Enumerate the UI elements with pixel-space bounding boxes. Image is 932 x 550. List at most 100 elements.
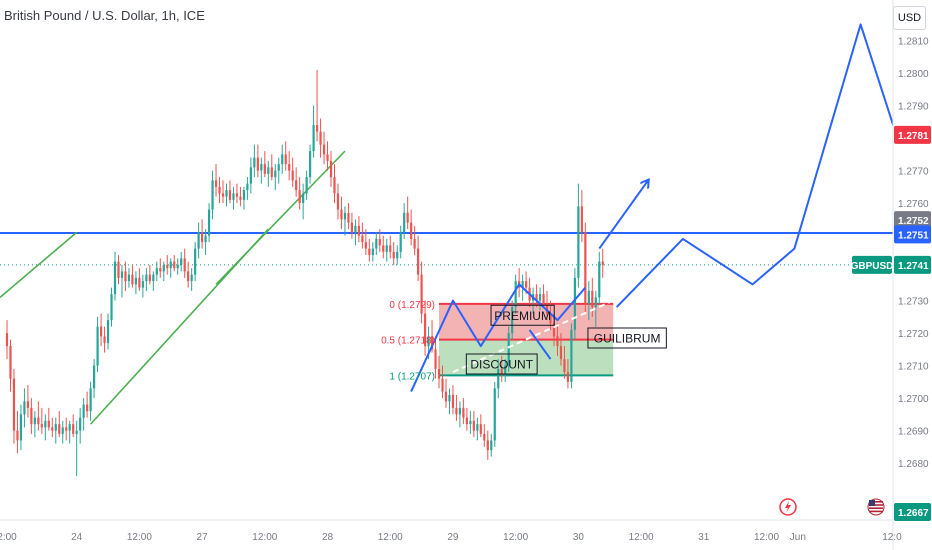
us-flag-canton (869, 500, 875, 506)
fib-label: 0.5 (1.2718) (381, 336, 435, 347)
candle-body (214, 180, 218, 187)
candle-body (72, 424, 75, 434)
candle-body (291, 170, 294, 181)
annotation-premium: PREMIUM (494, 309, 551, 323)
candle-body (382, 245, 385, 252)
candle-body (591, 290, 594, 308)
y-tick-label: 1.2800 (898, 69, 929, 80)
candle-body (113, 261, 117, 295)
candle-body (594, 297, 597, 308)
candle-body (399, 232, 402, 252)
y-tick-label: 1.2770 (898, 167, 929, 178)
candle-body (354, 225, 357, 233)
candle-body (12, 378, 16, 431)
symbol-tag: GBPUSD (851, 261, 894, 272)
candle-body (476, 424, 479, 431)
candle-body (159, 268, 162, 272)
candle-body (573, 277, 576, 330)
candle-body (106, 320, 110, 343)
candle-body (207, 209, 211, 236)
candle-body (30, 407, 33, 425)
candle-body (187, 271, 190, 282)
candle-body (521, 281, 524, 288)
fib-label: 1 (1.2707) (389, 371, 435, 382)
candle-body (37, 417, 40, 425)
candle-body (141, 281, 144, 288)
us-flag-stripe (869, 507, 883, 509)
candle-body (423, 313, 427, 347)
candle-body (486, 440, 489, 451)
candle-body (469, 420, 472, 425)
x-tick-label: 27 (197, 532, 209, 543)
price-tag-bg (894, 255, 931, 274)
x-tick-label: 12:00 (629, 532, 654, 543)
candle-body (472, 420, 475, 431)
y-tick-label: 1.2720 (898, 329, 929, 340)
candle-body (378, 238, 381, 246)
currency-button[interactable]: USD (893, 6, 926, 30)
candle-body (124, 271, 127, 282)
x-tick-label: 30 (573, 532, 585, 543)
candle-body (169, 261, 172, 269)
candle-body (65, 427, 68, 431)
candle-body (40, 424, 43, 428)
candle-body (392, 251, 395, 259)
candle-body (51, 427, 54, 431)
y-tick-label: 1.2710 (898, 362, 929, 373)
candle-body (274, 170, 277, 178)
candle-body (403, 212, 406, 233)
candle-body (570, 329, 573, 382)
annotation-box (587, 327, 667, 349)
candle-body (211, 180, 214, 210)
candle-body (535, 294, 538, 301)
candle-body (194, 248, 197, 275)
candle-body (333, 177, 336, 194)
candle-body (413, 238, 416, 249)
candle-body (44, 420, 47, 428)
candle-body (148, 274, 151, 282)
x-tick-label: 12:00 (252, 532, 277, 543)
candle-body (343, 212, 347, 220)
candle-body (309, 151, 312, 178)
candle-body (511, 307, 514, 334)
x-tick-label: 12:00 (127, 532, 152, 543)
annotation-discount: DISCOUNT (470, 358, 533, 372)
y-tick-label: 1.2790 (898, 102, 929, 113)
us-flag-stripe (869, 510, 883, 513)
candle-body (410, 222, 413, 239)
candle-body (584, 232, 587, 304)
candle-body (218, 186, 221, 194)
candle-body (302, 193, 305, 204)
candle-body (559, 346, 563, 360)
projection-premium-path (410, 283, 587, 393)
candle-body (427, 336, 430, 347)
candle-body (580, 206, 583, 233)
us-flag-icon (867, 498, 885, 516)
candle-body (479, 424, 482, 434)
candle-body (437, 368, 441, 379)
candle-body (357, 225, 360, 236)
x-tick-label: Jun (790, 532, 806, 543)
candle-body (507, 333, 510, 366)
candle-body (601, 261, 604, 265)
candle-body (197, 232, 200, 249)
candle-body (598, 261, 601, 298)
candle-body (221, 193, 225, 197)
plot-area (0, 23, 893, 477)
candle-body (180, 258, 183, 265)
candle-body (430, 336, 434, 350)
zone-premium (439, 303, 614, 340)
candle-body (305, 177, 308, 194)
candle-body (538, 294, 542, 301)
candle-body (371, 248, 374, 256)
candle-body (500, 368, 503, 376)
candle-body (54, 424, 57, 431)
price-tag: 1.2752 (898, 216, 929, 227)
candle-body (284, 154, 287, 165)
candle-body (326, 154, 329, 161)
candle-body (406, 212, 409, 223)
candle-body (235, 193, 239, 197)
candle-body (277, 164, 280, 171)
candle-body (298, 190, 301, 204)
